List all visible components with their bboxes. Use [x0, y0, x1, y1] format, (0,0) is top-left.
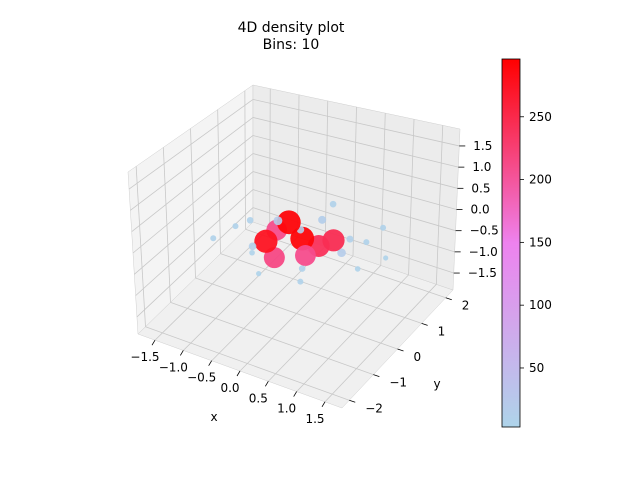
x-tick-label: −0.5	[187, 371, 216, 385]
grid-line-z	[135, 189, 254, 296]
y-tick	[373, 374, 380, 378]
grid-line-z	[252, 117, 459, 168]
scatter-point	[380, 224, 387, 231]
grid-line-y	[195, 277, 398, 350]
scatter-point	[363, 239, 370, 246]
scatter-point	[346, 235, 354, 243]
scatter-point	[249, 249, 255, 256]
scatter-point	[256, 271, 262, 277]
scatter-point	[298, 265, 306, 272]
scatter-points	[210, 200, 389, 285]
y-tick-label: 2	[462, 299, 470, 313]
z-tick-label: 1.5	[473, 139, 492, 153]
colorbar-tick-label: 100	[529, 298, 552, 312]
scatter-point	[322, 229, 345, 252]
grid-line-z	[252, 99, 460, 147]
x-tick-label: 0.5	[249, 391, 268, 405]
scatter-point	[318, 215, 327, 224]
scatter-point	[290, 226, 315, 251]
x-tick	[321, 401, 326, 408]
grid-line-z	[134, 171, 254, 275]
y-tick-label: −2	[365, 401, 383, 415]
y-tick	[397, 348, 404, 352]
grid-line-z	[252, 171, 456, 232]
x-tick-label: 1.0	[277, 402, 296, 416]
scatter-point	[295, 245, 316, 266]
x-tick-label: 0.0	[220, 381, 239, 395]
chart-title: 4D density plot	[238, 20, 345, 36]
grid-line-z	[252, 135, 458, 189]
x-axis-label: x	[210, 410, 217, 424]
grid-line-y	[220, 253, 422, 324]
scatter-point	[248, 242, 257, 251]
y-tick-label: 0	[414, 350, 422, 364]
scatter-point	[246, 216, 254, 224]
grid-line-z	[252, 189, 455, 253]
scatter-point	[297, 278, 304, 285]
y-tick	[421, 322, 428, 326]
axes-ticks: −1.5−1.0−0.50.00.51.01.5−2−1012−1.5−1.0−…	[130, 139, 498, 426]
grid-line-z	[132, 153, 254, 254]
colorbar-tick-label: 250	[529, 110, 552, 124]
x-tick	[293, 391, 298, 397]
y-axis-label: y	[433, 377, 440, 391]
scatter-point	[210, 235, 217, 242]
z-tick-label: −1.5	[468, 266, 497, 280]
grid-line-z	[131, 135, 254, 232]
colorbar-tick-label: 200	[529, 173, 552, 187]
x-tick-label: 1.5	[305, 412, 324, 426]
x-tick	[208, 360, 213, 366]
scatter-point	[329, 200, 337, 208]
scatter-point	[383, 255, 389, 261]
scatter-point	[337, 248, 346, 258]
scatter-point	[354, 266, 361, 272]
grid-line-y	[145, 326, 350, 401]
colorbar-ticks: 50 100 150 200 250	[520, 110, 552, 375]
z-tick-label: −0.5	[470, 224, 499, 238]
scatter-point	[232, 223, 239, 230]
x-tick	[264, 381, 269, 387]
x-tick	[236, 370, 241, 377]
colorbar-tick-label: 150	[529, 235, 552, 249]
grid-line-z	[252, 153, 457, 210]
z-tick-label: 0.5	[471, 181, 490, 195]
x-tick-label: −1.5	[130, 350, 159, 364]
y-tick	[445, 297, 452, 301]
y-tick-label: −1	[389, 376, 407, 390]
colorbar-tick-label: 50	[529, 361, 544, 375]
z-tick-label: −1.0	[469, 245, 498, 259]
axes-grid	[128, 88, 460, 403]
z-tick-label: 1.0	[472, 160, 491, 174]
scatter-point	[273, 216, 283, 226]
grid-line-z	[128, 99, 254, 190]
y-tick	[349, 399, 356, 403]
grid-line-y	[245, 228, 446, 299]
x-tick-label: −1.0	[159, 360, 188, 374]
grid-line-y	[170, 301, 374, 376]
z-tick-label: 0.0	[471, 203, 490, 217]
scatter-point	[254, 229, 278, 253]
x-tick	[179, 350, 184, 356]
x-tick	[151, 339, 156, 346]
y-tick-label: 1	[438, 324, 446, 338]
scatter-point	[276, 210, 301, 235]
chart-subtitle: Bins: 10	[263, 37, 320, 53]
grid-line-z	[130, 117, 254, 211]
colorbar	[501, 58, 521, 428]
